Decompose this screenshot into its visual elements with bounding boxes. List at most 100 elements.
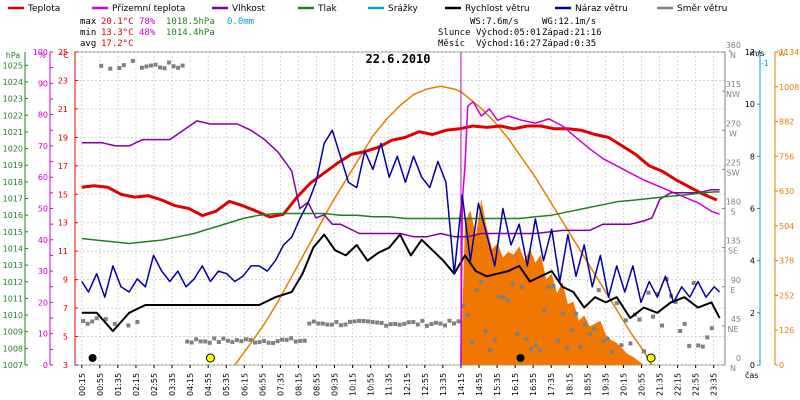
wind-direction-point — [646, 290, 651, 295]
legend-label: Teplota — [27, 4, 60, 14]
sun-rise: Východ:05:01 — [476, 28, 541, 38]
stat-temp: 13.3°C — [101, 28, 134, 38]
axis-x-label: 09:35 — [331, 373, 340, 396]
axis-x-label: 17:35 — [547, 373, 556, 396]
wind-direction-point — [601, 339, 606, 344]
moon-label: Měsíc — [438, 39, 465, 49]
wind-direction-point — [103, 317, 108, 322]
axis-wm2-label: 1134 — [779, 48, 799, 57]
wind-direction-point — [198, 339, 203, 344]
axis-x-label: 02:15 — [132, 373, 141, 396]
axis-x-label: 10:55 — [367, 373, 376, 396]
sunset-icon — [646, 353, 656, 363]
axis-hpa-label: 1013 — [3, 261, 23, 270]
axis-hpa-label: 1022 — [3, 111, 23, 120]
wind-direction-point — [388, 322, 393, 327]
axis-hpa-label: 1011 — [3, 294, 23, 303]
axis-dir-compass: W — [729, 129, 737, 138]
wind-direction-point — [623, 318, 628, 323]
wind-direction-point — [411, 320, 416, 325]
axis-x-label: 04:55 — [204, 373, 213, 396]
stat-hum: 78% — [139, 17, 156, 27]
wind-direction-point — [537, 348, 542, 353]
stat-temp: 20.1°C — [101, 17, 134, 27]
wind-direction-point — [628, 341, 633, 346]
wind-direction-point — [239, 339, 244, 344]
wind-direction-point — [130, 58, 135, 63]
axis-dir-compass: SW — [727, 168, 740, 177]
axis-x-label: 06:55 — [258, 373, 267, 396]
axis-temp-label: 25 — [58, 48, 68, 57]
axis-temp-label: 13 — [58, 219, 68, 228]
wind-direction-point — [551, 283, 556, 288]
wind-direction-point — [343, 322, 348, 327]
axis-dir-label: 45 — [731, 315, 741, 324]
axis-dir-label: 270 — [726, 119, 741, 128]
axis-x-label: 20:55 — [637, 373, 646, 396]
wind-direction-point — [90, 319, 95, 324]
axis-ms-top: -1 — [761, 59, 769, 68]
wind-direction-point — [492, 337, 497, 342]
wind-direction-point — [148, 63, 153, 68]
wind-direction-point — [334, 319, 339, 324]
axis-wm2-label: 504 — [779, 222, 794, 231]
wind-direction-point — [361, 319, 366, 324]
axis-x-label: 01:35 — [114, 373, 123, 396]
axis-hpa-label: 1016 — [3, 211, 23, 220]
wind-direction-point — [393, 322, 398, 327]
wind-direction-point — [162, 66, 167, 71]
axis-hpa-label: 1007 — [3, 361, 23, 370]
wind-direction-point — [289, 336, 294, 341]
wind-direction-point — [135, 320, 140, 325]
legend-label: Přízemní teplota — [112, 4, 185, 14]
axis-dir-compass: N — [730, 51, 736, 60]
wind-direction-point — [293, 339, 298, 344]
moonset-icon — [88, 354, 97, 362]
wind-direction-point — [307, 321, 312, 326]
wind-direction-point — [461, 303, 466, 308]
wind-direction-point — [153, 62, 158, 67]
axis-pct-label: 20 — [38, 298, 48, 307]
axis-x-label: 12:15 — [403, 373, 412, 396]
wind-direction-point — [402, 321, 407, 326]
wind-direction-point — [203, 339, 208, 344]
wind-direction-point — [447, 318, 452, 323]
moon-set: Západ:0:35 — [542, 39, 596, 49]
wind-direction-point — [302, 338, 307, 343]
wind-direction-point — [271, 341, 276, 346]
wind-direction-point — [352, 319, 357, 324]
sunrise-icon — [205, 353, 215, 363]
wind-direction-point — [158, 65, 163, 70]
axis-x-label: 14:55 — [475, 373, 484, 396]
axis-hpa-label: 1019 — [3, 161, 23, 170]
wind-direction-point — [660, 323, 665, 328]
axis-x-label: 03:35 — [168, 373, 177, 396]
series-náraz-větru — [81, 129, 721, 304]
axis-hpa-label: 1020 — [3, 145, 23, 154]
wind-direction-point — [465, 313, 470, 318]
axis-dir-label: 90 — [731, 276, 741, 285]
axis-dir-compass: S — [730, 208, 735, 217]
axis-dir-label: 135 — [726, 237, 741, 246]
wind-direction-point — [216, 340, 221, 345]
wind-direction-point — [420, 318, 425, 323]
wind-direction-point — [167, 60, 172, 65]
axis-ms-label: 10 — [745, 100, 755, 109]
axis-hpa-label: 1008 — [3, 344, 23, 353]
wind-direction-point — [329, 322, 334, 327]
wind-direction-point — [121, 63, 126, 68]
axis-x-label: 02:55 — [150, 373, 159, 396]
axis-dir-compass: NE — [727, 325, 738, 334]
wind-direction-point — [587, 331, 592, 336]
wind-direction-point — [406, 320, 411, 325]
wind-direction-point — [429, 321, 434, 326]
axis-x-label: 14:15 — [457, 373, 466, 396]
axis-x-label: 16:15 — [511, 373, 520, 396]
wind-direction-point — [691, 281, 696, 286]
axis-ms-unit: m/s — [750, 49, 765, 58]
wind-direction-point — [180, 63, 185, 68]
series-přízemní-teplota — [460, 101, 720, 366]
axis-ms-label: 0 — [750, 361, 755, 370]
axis-x-label: 18:15 — [565, 373, 574, 396]
